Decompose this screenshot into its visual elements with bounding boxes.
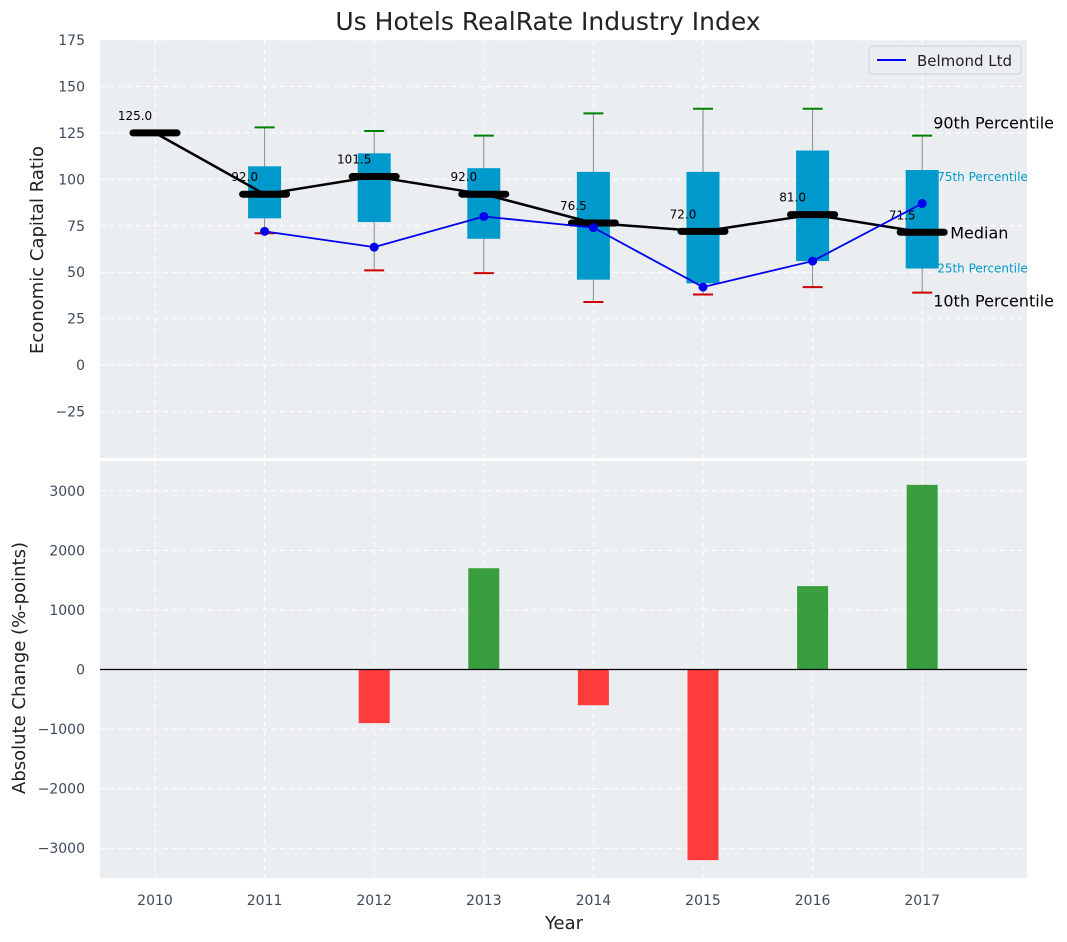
annotation-p75: 75th Percentile — [937, 170, 1028, 184]
top-y-tick-label: −25 — [55, 405, 85, 421]
x-tick-label-2013: 2013 — [466, 893, 502, 909]
top-panel: −25 0 25 50 75 100 125 150 175 125.0 92.0 101.5 92.0… — [55, 33, 1054, 458]
bottom-y-tick-label: −1000 — [38, 722, 85, 738]
median-value-label-2014: 76.5 — [560, 199, 587, 213]
change-bar-2015 — [687, 669, 719, 861]
bottom-y-tick-label: 0 — [76, 663, 85, 679]
box-2012 — [357, 153, 391, 223]
top-plot-area — [100, 40, 1027, 458]
legend: Belmond Ltd — [868, 45, 1022, 75]
x-tick-label-2010: 2010 — [137, 893, 173, 909]
bottom-panel: −3000 −2000 −1000 0 1000 2000 3000 2010 2011 2012… — [38, 461, 1027, 909]
belmond-point-2015 — [698, 282, 708, 292]
bottom-y-tick-label: −2000 — [38, 782, 85, 798]
bottom-y-tick-label: 1000 — [49, 603, 85, 619]
belmond-point-2011 — [260, 226, 270, 236]
top-y-axis-label: Economic Capital Ratio — [27, 146, 48, 354]
x-tick-label-2015: 2015 — [685, 893, 721, 909]
belmond-point-2014 — [588, 223, 598, 233]
bottom-y-axis-label: Absolute Change (%-points) — [9, 542, 30, 794]
change-bar-2014 — [577, 669, 609, 706]
median-value-label-2013: 92.0 — [450, 170, 477, 184]
annotation-p10: 10th Percentile — [933, 292, 1054, 311]
median-value-label-2012: 101.5 — [337, 153, 371, 167]
top-y-tick-label: 100 — [58, 172, 85, 188]
change-bar-2012 — [358, 669, 390, 724]
box-2017 — [905, 170, 939, 269]
change-bar-2013 — [468, 568, 500, 670]
legend-label-belmond: Belmond Ltd — [917, 52, 1012, 70]
top-y-tick-label: 25 — [67, 312, 85, 328]
box-2016 — [796, 150, 830, 262]
x-axis-label: Year — [544, 913, 584, 934]
annotation-median: Median — [950, 223, 1008, 242]
x-tick-label-2016: 2016 — [795, 893, 831, 909]
legend-box — [868, 45, 1022, 75]
belmond-point-2017 — [917, 198, 927, 208]
belmond-point-2016 — [808, 256, 818, 266]
bottom-y-tick-label: −3000 — [38, 841, 85, 857]
change-bar-2017 — [906, 484, 938, 670]
median-value-label-2010: 125.0 — [118, 109, 152, 123]
median-value-label-2017: 71.5 — [889, 208, 916, 222]
median-value-label-2016: 81.0 — [779, 191, 806, 205]
bottom-y-tick-label: 2000 — [49, 543, 85, 559]
top-y-tick-label: 50 — [67, 265, 85, 281]
belmond-point-2013 — [479, 211, 489, 221]
annotation-p90: 90th Percentile — [933, 114, 1054, 133]
chart-title: Us Hotels RealRate Industry Index — [335, 7, 760, 36]
bottom-y-tick-label: 3000 — [49, 484, 85, 500]
top-y-tick-label: 125 — [58, 126, 85, 142]
change-bar-2016 — [797, 586, 829, 670]
box-2015 — [686, 171, 720, 284]
top-y-tick-label: 175 — [58, 33, 85, 49]
x-tick-label-2014: 2014 — [576, 893, 612, 909]
x-tick-label-2017: 2017 — [904, 893, 940, 909]
top-y-tick-label: 75 — [67, 219, 85, 235]
x-tick-label-2012: 2012 — [356, 893, 392, 909]
median-value-label-2011: 92.0 — [231, 170, 258, 184]
belmond-point-2012 — [369, 242, 379, 252]
top-y-tick-label: 150 — [58, 79, 85, 95]
annotation-p25: 25th Percentile — [937, 262, 1028, 276]
median-value-label-2015: 72.0 — [670, 207, 697, 221]
top-y-tick-label: 0 — [76, 358, 85, 374]
box-2013 — [467, 168, 501, 239]
x-tick-label-2011: 2011 — [247, 893, 283, 909]
